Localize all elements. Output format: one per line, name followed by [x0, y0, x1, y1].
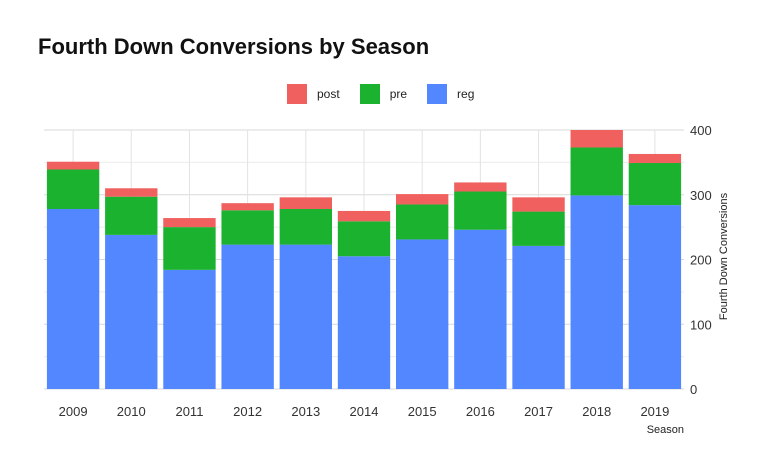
bar-post-2011: [163, 218, 216, 228]
y-tick-label: 400: [690, 123, 712, 138]
bar-post-2009: [46, 161, 100, 170]
bar-post-2016: [454, 182, 507, 192]
bar-reg-2015: [396, 239, 449, 389]
legend-label-reg: reg: [457, 87, 475, 101]
legend-item-reg: reg: [427, 84, 474, 104]
x-tick-label: 2009: [59, 404, 88, 419]
x-tick-label: 2015: [408, 404, 437, 419]
x-tick-label: 2010: [117, 404, 146, 419]
bar-reg-2009: [46, 208, 100, 389]
bar-pre-2019: [628, 163, 682, 206]
y-tick-label: 0: [690, 382, 697, 397]
bar-post-2019: [628, 153, 682, 164]
chart-title: Fourth Down Conversions by Season: [38, 34, 430, 59]
bar-post-2015: [396, 194, 449, 205]
bar-reg-2012: [221, 244, 274, 389]
bar-pre-2018: [570, 147, 623, 196]
bar-reg-2014: [337, 256, 391, 389]
bars-layer: [46, 130, 682, 389]
legend-item-pre: pre: [359, 84, 408, 104]
x-tick-label: 2011: [175, 404, 203, 419]
legend-item-post: post: [287, 84, 340, 104]
x-tick-label: 2013: [291, 404, 320, 419]
bar-pre-2013: [279, 208, 332, 245]
bar-reg-2013: [279, 244, 332, 389]
bar-post-2017: [512, 197, 565, 212]
x-axis-title: Season: [647, 424, 684, 436]
bar-pre-2012: [221, 210, 274, 245]
y-tick-label: 200: [690, 253, 712, 268]
bar-reg-2016: [454, 229, 507, 389]
x-tick-label: 2019: [640, 404, 669, 419]
bar-pre-2010: [105, 196, 158, 235]
legend: post pre reg: [287, 84, 494, 104]
legend-swatch-pre: [359, 84, 380, 104]
y-axis-title: Fourth Down Conversions: [718, 192, 730, 320]
x-tick-label: 2016: [466, 404, 495, 419]
legend-label-pre: pre: [389, 87, 408, 101]
bar-post-2012: [221, 203, 274, 211]
legend-swatch-post: [287, 84, 307, 104]
bar-pre-2016: [454, 191, 507, 230]
bar-pre-2017: [512, 211, 565, 246]
x-tick-label: 2012: [233, 404, 262, 419]
bar-reg-2017: [512, 245, 565, 389]
bar-post-2013: [279, 197, 332, 209]
axis-layer: 0 100 200 300 400 2009 2010 2011 2012 2013 2014 201…: [59, 123, 730, 436]
x-tick-label: 2014: [350, 404, 379, 419]
legend-swatch-reg: [427, 84, 448, 104]
bar-reg-2019: [628, 205, 682, 389]
bar-reg-2018: [570, 195, 623, 389]
legend-label-post: post: [317, 87, 340, 101]
bar-post-2010: [105, 188, 158, 197]
y-tick-label: 100: [690, 317, 712, 332]
bar-pre-2015: [396, 204, 449, 240]
bar-post-2014: [337, 210, 391, 222]
bar-reg-2010: [105, 234, 158, 389]
x-tick-label: 2017: [524, 404, 553, 419]
bar-pre-2009: [46, 169, 100, 209]
bar-pre-2011: [163, 227, 216, 270]
x-tick-label: 2018: [582, 404, 611, 419]
bar-pre-2014: [337, 221, 391, 257]
bar-reg-2011: [163, 269, 216, 389]
bar-post-2018: [570, 130, 623, 148]
y-tick-label: 300: [690, 188, 712, 203]
